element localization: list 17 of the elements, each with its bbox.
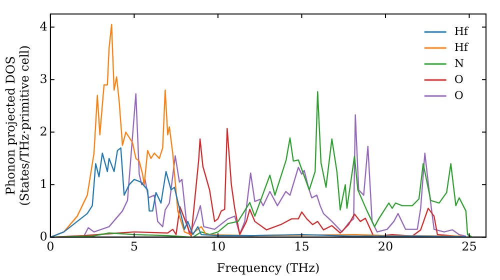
- y-axis-title: Phonon projected DOS (States/THz·primitive cell): [3, 45, 32, 206]
- y-tick-label: 2: [40, 124, 48, 138]
- x-tick-label: 20: [378, 240, 394, 254]
- y-tick-label: 0: [40, 229, 48, 244]
- x-tick-label: 10: [210, 240, 226, 254]
- x-tick-label: 25: [462, 240, 477, 254]
- y-tick-label: 1: [40, 176, 48, 191]
- x-tick-label: 5: [130, 240, 138, 254]
- legend-label: O: [454, 88, 464, 102]
- legend-label: Hf: [454, 24, 469, 38]
- legend-label: O: [454, 72, 464, 86]
- x-tick-label: 15: [294, 240, 310, 254]
- legend-label: Hf: [454, 40, 469, 54]
- y-tick-label: 4: [40, 19, 48, 34]
- legend-label: N: [454, 56, 464, 70]
- x-axis-title: Frequency (THz): [216, 260, 320, 275]
- y-tick-label: 3: [40, 72, 48, 86]
